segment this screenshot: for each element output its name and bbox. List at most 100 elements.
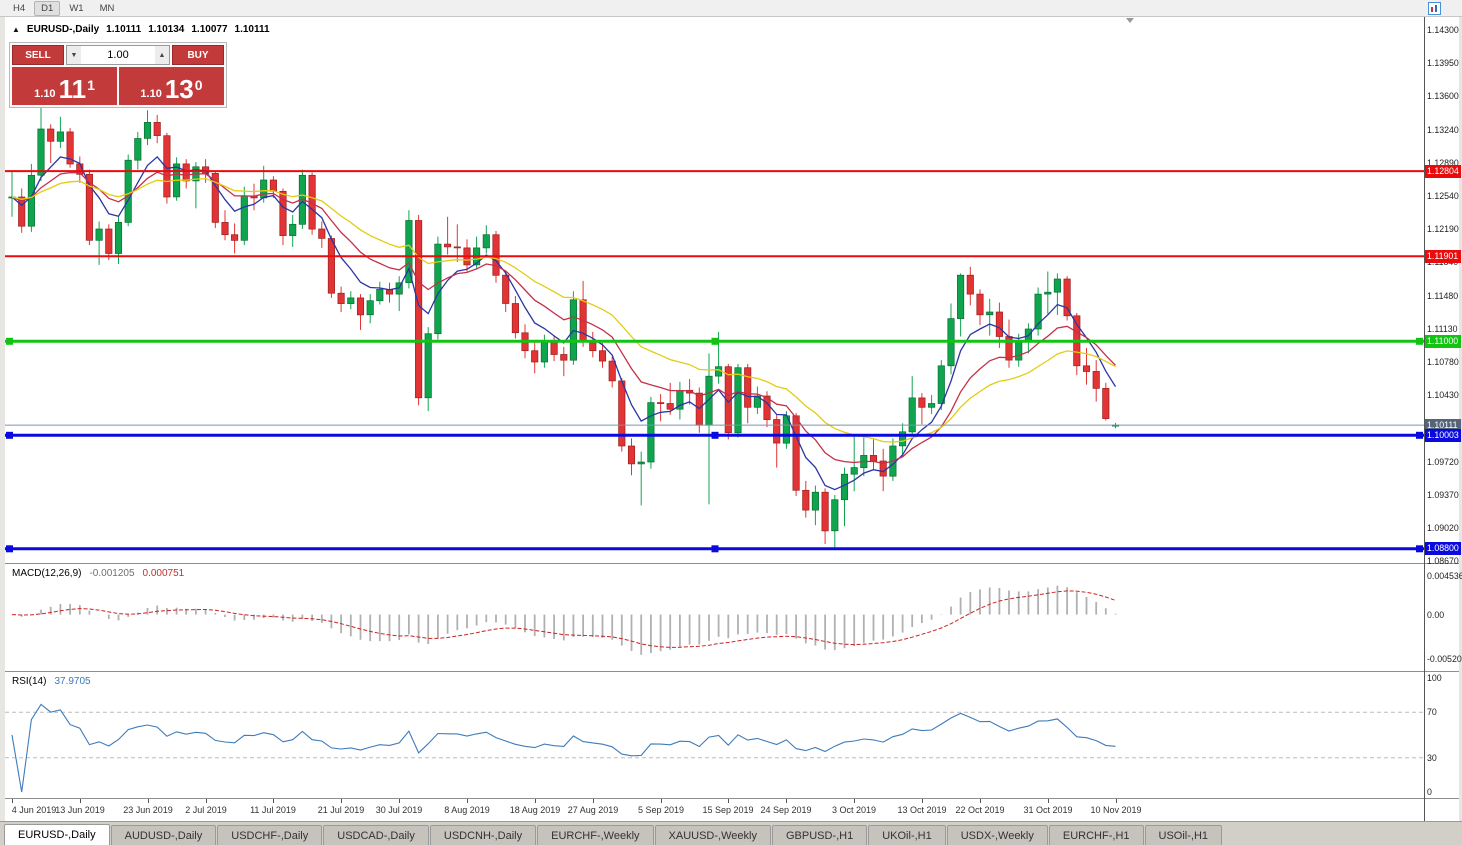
candlestick-chart[interactable] (5, 17, 1424, 563)
candle (811, 485, 819, 526)
candle (415, 214, 423, 406)
date-axis-label: 31 Oct 2019 (1023, 805, 1073, 815)
line-handle[interactable] (1416, 431, 1423, 439)
panel-separator (0, 821, 1462, 822)
line-handle[interactable] (711, 337, 719, 345)
candle (173, 157, 181, 201)
ohlc-high: 1.10134 (148, 24, 185, 35)
buy-button[interactable]: BUY (172, 45, 224, 65)
chart-tab-ukoil-h1[interactable]: UKOil-,H1 (868, 825, 946, 845)
chart-tab-eurchf-h1[interactable]: EURCHF-,H1 (1048, 825, 1144, 845)
date-axis-label: 2 Jul 2019 (185, 805, 227, 815)
candle (676, 381, 684, 420)
candle (18, 188, 26, 233)
line-handle[interactable] (1416, 337, 1423, 345)
volume-decrease-button[interactable]: ▼ (67, 46, 81, 64)
date-axis-tick (980, 799, 981, 803)
chart-tab-eurusd-daily[interactable]: EURUSD-,Daily (4, 824, 110, 845)
chart-symbol-label: EURUSD-,Daily (26, 24, 100, 35)
volume-increase-button[interactable]: ▲ (155, 46, 169, 64)
candle (192, 162, 200, 209)
support-line[interactable] (5, 431, 1424, 439)
candle (405, 210, 413, 289)
candle (279, 188, 287, 246)
candle (802, 480, 810, 518)
candle (1005, 319, 1013, 368)
chart-tab-usoil-h1[interactable]: USOil-,H1 (1144, 825, 1223, 845)
date-axis-tick (854, 799, 855, 803)
chart-title: ▲ EURUSD-,Daily 1.10111 1.10134 1.10077 … (12, 24, 270, 35)
candle (792, 412, 800, 496)
candle (327, 235, 335, 298)
date-axis-label: 13 Jun 2019 (55, 805, 105, 815)
macd-label: MACD(12,26,9) (12, 568, 82, 579)
chart-tab-audusd-daily[interactable]: AUDUSD-,Daily (110, 825, 217, 845)
sell-button[interactable]: SELL (12, 45, 64, 65)
macd-indicator-panel[interactable] (5, 564, 1424, 671)
chart-tab-gbpusd-h1[interactable]: GBPUSD-,H1 (771, 825, 868, 845)
timeframe-button-mn[interactable]: MN (99, 2, 115, 14)
sell-price-display[interactable]: 1.10 11 1 (12, 67, 117, 105)
candle (821, 488, 829, 544)
date-axis-label: 13 Oct 2019 (897, 805, 947, 815)
date-axis-label: 8 Aug 2019 (444, 805, 490, 815)
date-axis-tick (535, 799, 536, 803)
candle (753, 386, 761, 414)
date-axis-label: 24 Sep 2019 (760, 805, 812, 815)
date-axis-label: 10 Nov 2019 (1090, 805, 1142, 815)
volume-value[interactable]: 1.00 (107, 49, 129, 61)
chart-shift-marker[interactable] (1126, 18, 1134, 23)
line-handle[interactable] (6, 431, 13, 439)
candle (647, 396, 655, 469)
candle (860, 437, 868, 477)
candle (1102, 382, 1110, 421)
panel-separator (5, 671, 1459, 672)
candle (66, 128, 74, 168)
candle (1053, 273, 1061, 315)
line-handle[interactable] (711, 545, 719, 553)
line-handle[interactable] (1416, 545, 1423, 553)
resistance-line[interactable] (5, 337, 1424, 345)
candle (511, 296, 519, 339)
support-line[interactable] (5, 545, 1424, 553)
candle (444, 216, 452, 255)
chart-tab-usdchf-daily[interactable]: USDCHF-,Daily (217, 825, 323, 845)
candle (908, 376, 916, 435)
chart-tab-eurchf-weekly[interactable]: EURCHF-,Weekly (537, 825, 654, 845)
candle (395, 276, 403, 312)
rsi-indicator-panel[interactable] (5, 672, 1424, 798)
candle (928, 395, 936, 414)
date-axis-label: 22 Oct 2019 (955, 805, 1005, 815)
date-axis-label: 15 Sep 2019 (702, 805, 754, 815)
chart-tab-usdcad-daily[interactable]: USDCAD-,Daily (323, 825, 429, 845)
rsi-label: RSI(14) (12, 676, 47, 687)
date-axis-tick (922, 799, 923, 803)
one-click-panel-toggle-icon[interactable]: ▲ (12, 25, 20, 34)
candle (589, 331, 597, 358)
ohlc-low: 1.10077 (191, 24, 228, 35)
chart-tab-usdcnh-daily[interactable]: USDCNH-,Daily (429, 825, 537, 845)
ma-slow-line (11, 177, 1116, 443)
buy-price-display[interactable]: 1.10 13 0 (119, 67, 224, 105)
sell-price-sup: 1 (87, 77, 95, 93)
candle (957, 273, 965, 337)
ohlc-close: 1.10111 (234, 24, 270, 35)
timeframe-button-d1[interactable]: D1 (34, 0, 61, 16)
line-handle[interactable] (711, 431, 719, 439)
chart-window-icon[interactable] (1428, 2, 1441, 15)
timeframe-button-h4[interactable]: H4 (13, 2, 26, 14)
candle (347, 291, 355, 310)
candle (105, 224, 113, 261)
date-axis-label: 5 Sep 2019 (637, 805, 685, 815)
candle (231, 223, 239, 254)
chart-tab-usdx-weekly[interactable]: USDX-,Weekly (946, 825, 1048, 845)
ohlc-open: 1.10111 (106, 24, 142, 35)
rsi-value: 37.9705 (54, 676, 91, 687)
date-axis[interactable]: 4 Jun 2019 13 Jun 2019 23 Jun 2019 2 Jul 20… (5, 799, 1424, 821)
line-handle[interactable] (6, 337, 13, 345)
chart-tab-xauusd-weekly[interactable]: XAUUSD-,Weekly (654, 825, 771, 845)
candle (947, 303, 955, 375)
date-axis-label: 21 Jul 2019 (317, 805, 365, 815)
timeframe-button-w1[interactable]: W1 (69, 2, 84, 14)
line-handle[interactable] (6, 545, 13, 553)
